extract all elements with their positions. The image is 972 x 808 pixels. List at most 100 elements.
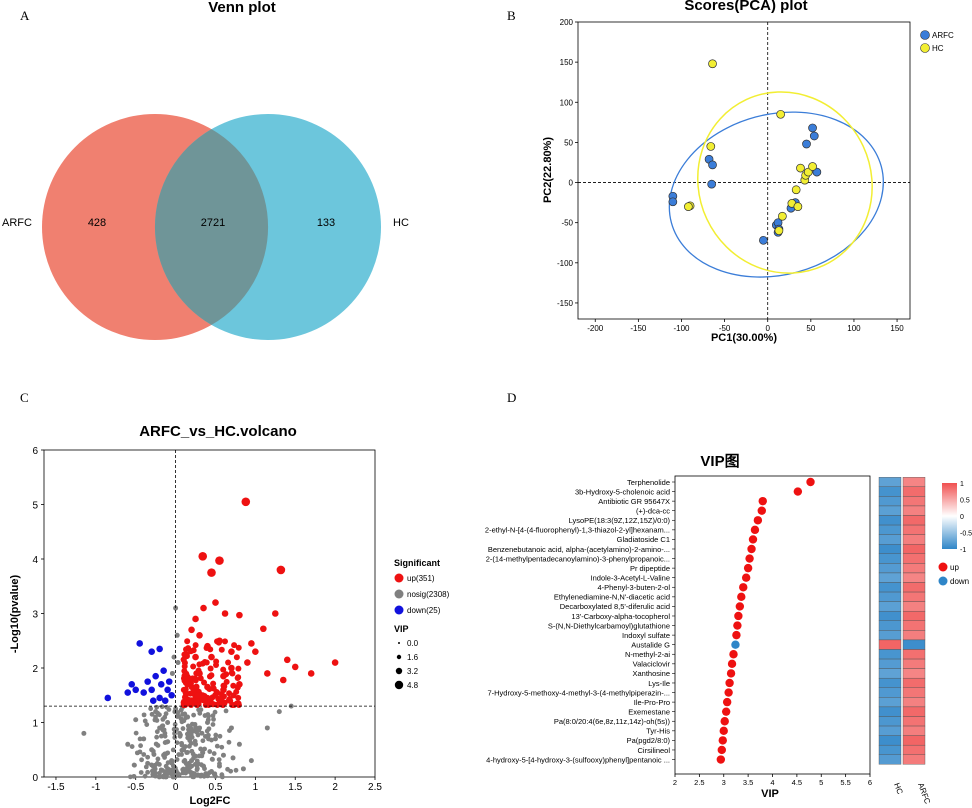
heatmap-cell-arfc-8 [902, 553, 926, 564]
volcano-point-up-15 [228, 664, 235, 672]
volcano-point-nosig-cloud-134 [141, 752, 147, 757]
pca-xtick-label-7: 150 [890, 324, 904, 333]
heatmap-cell-hc-17 [878, 639, 902, 650]
heatmap-cell-hc-8 [878, 553, 902, 564]
heatmap-cell-hc-6 [878, 534, 902, 545]
volcano-point-nosig-13 [197, 725, 203, 731]
vip-label-18: N-methyl-2-ai [625, 650, 670, 659]
pca-point-arfc-3 [708, 160, 717, 170]
volcano-point-down-8 [140, 689, 147, 696]
volcano-xtick-label-6: 1.5 [288, 782, 302, 793]
volcano-point-nosig-17 [220, 752, 226, 758]
heatmap-cell-arfc-5 [902, 524, 926, 535]
heatmap-cell-hc-13 [878, 601, 902, 612]
heatmap-cell-hc-5 [878, 524, 902, 535]
volcano-point-nosig-cloud-229 [198, 746, 204, 752]
heatmap-cell-arfc-1 [902, 486, 926, 497]
volcano-point-nosig-cloud-235 [186, 727, 191, 733]
volcano-point-nosig-cloud-119 [172, 735, 178, 740]
volcano-point-nosig-cloud-240 [144, 722, 150, 727]
volcano-point-nosig-cloud-68 [158, 733, 164, 739]
volcano-xtick-label-4: 0.5 [209, 782, 223, 793]
volcano-point-up-12 [331, 659, 339, 666]
volcano-point-nosig-cloud-71 [207, 749, 213, 754]
vip-xtick-label-4: 4 [770, 778, 774, 787]
pca-ytick-label-5: 100 [560, 98, 574, 107]
volcano-point-nosig-cloud-76 [148, 706, 154, 712]
volcano-point-nosig-cloud-203 [142, 718, 148, 724]
volcano-point-nosig-cloud-152 [153, 741, 159, 747]
vip-label-6: Gladiatoside C1 [617, 535, 670, 544]
vip-dot-2 [758, 496, 767, 506]
volcano-point-nosig-7 [169, 758, 175, 764]
volcano-point-nosig-cloud-57 [133, 730, 139, 736]
volcano-point-nosig-32 [173, 605, 179, 611]
volcano-point-nosig-33 [169, 670, 175, 676]
volcano-point-nosig-12 [193, 741, 199, 747]
volcano-point-nosig-cloud-26 [154, 734, 160, 740]
volcano-point-nosig-cloud-217 [163, 774, 169, 780]
heatmap-cell-arfc-10 [902, 572, 926, 583]
volcano-point-up-29 [220, 686, 227, 694]
volcano-xtick-label-3: 0 [173, 782, 179, 793]
volcano-point-up-cluster-123 [201, 679, 208, 686]
vip-label-25: Pa(8:0/20:4(6e,8z,11z,14z)-oh(5s)) [554, 717, 671, 726]
volcano-point-nosig-cloud-130 [214, 743, 220, 749]
vip-dot-15 [733, 621, 742, 630]
venn-title: Venn plot [208, 0, 276, 16]
pca-xtick-label-1: -150 [630, 324, 647, 333]
pca-point-arfc-11 [802, 139, 811, 149]
panel-a: A Venn plot ARFC HC 428 2721 133 [2, 0, 409, 340]
heatmap-cell-hc-15 [878, 620, 902, 631]
pca-ylabel: PC2(22.80%) [542, 137, 554, 203]
pca-ytick-label-6: 150 [560, 58, 574, 67]
heatmap-cell-arfc-26 [902, 725, 926, 736]
volcano-point-up-16 [220, 672, 227, 680]
heatmap-colorbar [942, 483, 957, 549]
heatmap-cell-arfc-28 [902, 744, 926, 755]
volcano-point-nosig-cloud-228 [137, 736, 143, 742]
volcano-vip-size-1 [396, 654, 402, 660]
vip-dot-29 [716, 755, 726, 764]
volcano-ytick-label-2: 2 [32, 664, 38, 675]
volcano-point-nosig-cloud-244 [175, 770, 181, 776]
pca-legend-arfc-marker [920, 30, 930, 40]
panel-c-letter: C [20, 390, 29, 405]
volcano-point-up-cluster-84 [230, 702, 237, 709]
volcano-point-up-39 [194, 691, 202, 699]
volcano-point-nosig-39 [145, 760, 151, 766]
vip-dot-9 [743, 563, 753, 573]
volcano-point-nosig-cloud-38 [138, 743, 143, 749]
volcano-point-down-4 [144, 678, 151, 685]
pca-plot-frame [577, 21, 911, 320]
volcano-point-nosig-cloud-237 [204, 728, 210, 734]
vip-xlabel: VIP [761, 788, 779, 800]
vip-dot-5 [750, 525, 760, 535]
heatmap-cell-hc-3 [878, 505, 902, 516]
volcano-point-nosig-cloud-84 [159, 704, 165, 710]
volcano-point-nosig-cloud-172 [174, 727, 179, 732]
volcano-vip-size-0 [398, 642, 400, 644]
colorbar-label-3: -0.5 [960, 531, 972, 538]
volcano-point-up-0 [241, 497, 251, 507]
venn-count-hc-only: 133 [317, 217, 335, 229]
vip-xtick-label-5: 4.5 [792, 778, 802, 787]
volcano-point-nosig-2 [141, 736, 147, 742]
volcano-point-nosig-29 [208, 769, 214, 775]
vip-dot-28 [717, 745, 726, 755]
vip-dot-20 [726, 669, 736, 678]
volcano-point-up-13 [279, 676, 287, 684]
pca-point-hc-3 [684, 202, 693, 211]
volcano-point-nosig-24 [133, 717, 139, 723]
volcano-point-down-3 [132, 686, 140, 694]
volcano-point-nosig-cloud-255 [163, 711, 169, 717]
volcano-point-up-cluster-103 [184, 638, 191, 645]
volcano-title: ARFC_vs_HC.volcano [139, 423, 297, 440]
volcano-vip-title: VIP [394, 624, 409, 634]
volcano-point-up-cluster-112 [228, 669, 235, 676]
volcano-point-up-36 [192, 653, 199, 661]
volcano-point-nosig-21 [264, 725, 270, 731]
vip-dot-0 [806, 477, 815, 487]
volcano-point-up-cluster-5 [218, 646, 225, 653]
